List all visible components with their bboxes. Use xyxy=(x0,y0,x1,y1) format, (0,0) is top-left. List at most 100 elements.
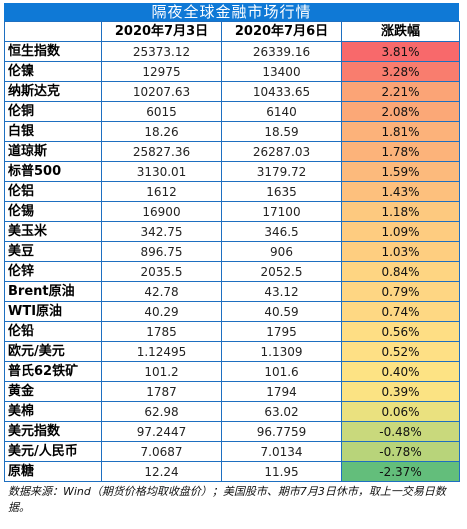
row-change: 0.52% xyxy=(341,341,460,362)
table-title: 隔夜全球金融市场行情 xyxy=(4,3,459,21)
row-value-jul6: 13400 xyxy=(221,61,342,82)
header-date1: 2020年7月3日 xyxy=(101,21,222,42)
row-name: 美元/人民币 xyxy=(4,441,102,462)
table-row: 黄金 1787 1794 0.39% xyxy=(4,381,460,402)
row-name: 伦铅 xyxy=(4,321,102,342)
table-row: 伦铜 6015 6140 2.08% xyxy=(4,101,460,122)
market-table-wrapper: 隔夜全球金融市场行情 2020年7月3日 2020年7月6日 涨跌幅 恒生指数 2… xyxy=(4,3,460,516)
row-value-jul6: 26287.03 xyxy=(221,141,342,162)
table-row: 美元/人民币 7.0687 7.0134 -0.78% xyxy=(4,441,460,462)
row-change: 3.81% xyxy=(341,41,460,62)
table-row: 标普500 3130.01 3179.72 1.59% xyxy=(4,161,460,182)
table-row: 普氏62铁矿 101.2 101.6 0.40% xyxy=(4,361,460,382)
row-value-jul3: 18.26 xyxy=(101,121,222,142)
row-change: 0.06% xyxy=(341,401,460,422)
row-value-jul3: 62.98 xyxy=(101,401,222,422)
row-value-jul6: 2052.5 xyxy=(221,261,342,282)
row-change: 1.43% xyxy=(341,181,460,202)
row-name: 美豆 xyxy=(4,241,102,262)
row-name: 伦锌 xyxy=(4,261,102,282)
row-value-jul6: 96.7759 xyxy=(221,421,342,442)
row-change: 1.03% xyxy=(341,241,460,262)
table-row: 美豆 896.75 906 1.03% xyxy=(4,241,460,262)
row-name: 美元指数 xyxy=(4,421,102,442)
row-change: 1.18% xyxy=(341,201,460,222)
row-name: 原糖 xyxy=(4,461,102,482)
row-value-jul3: 40.29 xyxy=(101,301,222,322)
table-row: 美玉米 342.75 346.5 1.09% xyxy=(4,221,460,242)
row-name: 伦铜 xyxy=(4,101,102,122)
row-name: 美玉米 xyxy=(4,221,102,242)
row-value-jul6: 346.5 xyxy=(221,221,342,242)
row-change: 0.56% xyxy=(341,321,460,342)
row-value-jul6: 1635 xyxy=(221,181,342,202)
row-change: 0.40% xyxy=(341,361,460,382)
source-note: 数据来源：Wind（期货价格均取收盘价）；美国股市、期市7月3日休市，取上一交易… xyxy=(8,485,446,514)
row-change: 2.08% xyxy=(341,101,460,122)
row-value-jul6: 18.59 xyxy=(221,121,342,142)
row-value-jul3: 1.12495 xyxy=(101,341,222,362)
table-row: 美元指数 97.2447 96.7759 -0.48% xyxy=(4,421,460,442)
row-change: 1.09% xyxy=(341,221,460,242)
row-value-jul6: 906 xyxy=(221,241,342,262)
table-row: 道琼斯 25827.36 26287.03 1.78% xyxy=(4,141,460,162)
row-change: -2.37% xyxy=(341,461,460,482)
row-change: 3.28% xyxy=(341,61,460,82)
row-name: 伦镍 xyxy=(4,61,102,82)
row-value-jul3: 1787 xyxy=(101,381,222,402)
row-name: 道琼斯 xyxy=(4,141,102,162)
table-row: 白银 18.26 18.59 1.81% xyxy=(4,121,460,142)
row-change: -0.48% xyxy=(341,421,460,442)
row-value-jul3: 896.75 xyxy=(101,241,222,262)
row-name: 伦锡 xyxy=(4,201,102,222)
header-change: 涨跌幅 xyxy=(341,21,460,42)
row-change: -0.78% xyxy=(341,441,460,462)
table-row: 美棉 62.98 63.02 0.06% xyxy=(4,401,460,422)
row-value-jul6: 10433.65 xyxy=(221,81,342,102)
table-row: 纳斯达克 10207.63 10433.65 2.21% xyxy=(4,81,460,102)
row-value-jul6: 17100 xyxy=(221,201,342,222)
row-value-jul3: 7.0687 xyxy=(101,441,222,462)
row-name: 白银 xyxy=(4,121,102,142)
table-row: Brent原油 42.78 43.12 0.79% xyxy=(4,281,460,302)
row-change: 0.79% xyxy=(341,281,460,302)
table-row: 伦铅 1785 1795 0.56% xyxy=(4,321,460,342)
row-change: 1.78% xyxy=(341,141,460,162)
row-value-jul6: 101.6 xyxy=(221,361,342,382)
row-change: 2.21% xyxy=(341,81,460,102)
row-value-jul3: 25373.12 xyxy=(101,41,222,62)
row-value-jul6: 1794 xyxy=(221,381,342,402)
table-row: 伦铝 1612 1635 1.43% xyxy=(4,181,460,202)
row-change: 1.81% xyxy=(341,121,460,142)
table-row: 伦镍 12975 13400 3.28% xyxy=(4,61,460,82)
row-value-jul3: 1785 xyxy=(101,321,222,342)
table-row: 欧元/美元 1.12495 1.1309 0.52% xyxy=(4,341,460,362)
header-date2: 2020年7月6日 xyxy=(221,21,342,42)
row-value-jul3: 6015 xyxy=(101,101,222,122)
row-value-jul6: 1795 xyxy=(221,321,342,342)
row-name: Brent原油 xyxy=(4,281,102,302)
row-change: 1.59% xyxy=(341,161,460,182)
row-value-jul6: 1.1309 xyxy=(221,341,342,362)
header-row: 2020年7月3日 2020年7月6日 涨跌幅 xyxy=(4,21,460,42)
row-value-jul3: 12.24 xyxy=(101,461,222,482)
table-body: 恒生指数 25373.12 26339.16 3.81% 伦镍 12975 13400 3.2… xyxy=(4,41,460,482)
row-name: WTI原油 xyxy=(4,301,102,322)
row-value-jul3: 2035.5 xyxy=(101,261,222,282)
row-value-jul3: 16900 xyxy=(101,201,222,222)
row-name: 纳斯达克 xyxy=(4,81,102,102)
row-value-jul6: 40.59 xyxy=(221,301,342,322)
row-value-jul6: 6140 xyxy=(221,101,342,122)
row-change: 0.39% xyxy=(341,381,460,402)
row-name: 黄金 xyxy=(4,381,102,402)
row-value-jul3: 342.75 xyxy=(101,221,222,242)
table-row: 伦锌 2035.5 2052.5 0.84% xyxy=(4,261,460,282)
row-value-jul3: 12975 xyxy=(101,61,222,82)
row-change: 0.84% xyxy=(341,261,460,282)
row-name: 欧元/美元 xyxy=(4,341,102,362)
row-value-jul3: 42.78 xyxy=(101,281,222,302)
row-change: 0.74% xyxy=(341,301,460,322)
row-value-jul3: 25827.36 xyxy=(101,141,222,162)
row-value-jul3: 1612 xyxy=(101,181,222,202)
row-name: 普氏62铁矿 xyxy=(4,361,102,382)
